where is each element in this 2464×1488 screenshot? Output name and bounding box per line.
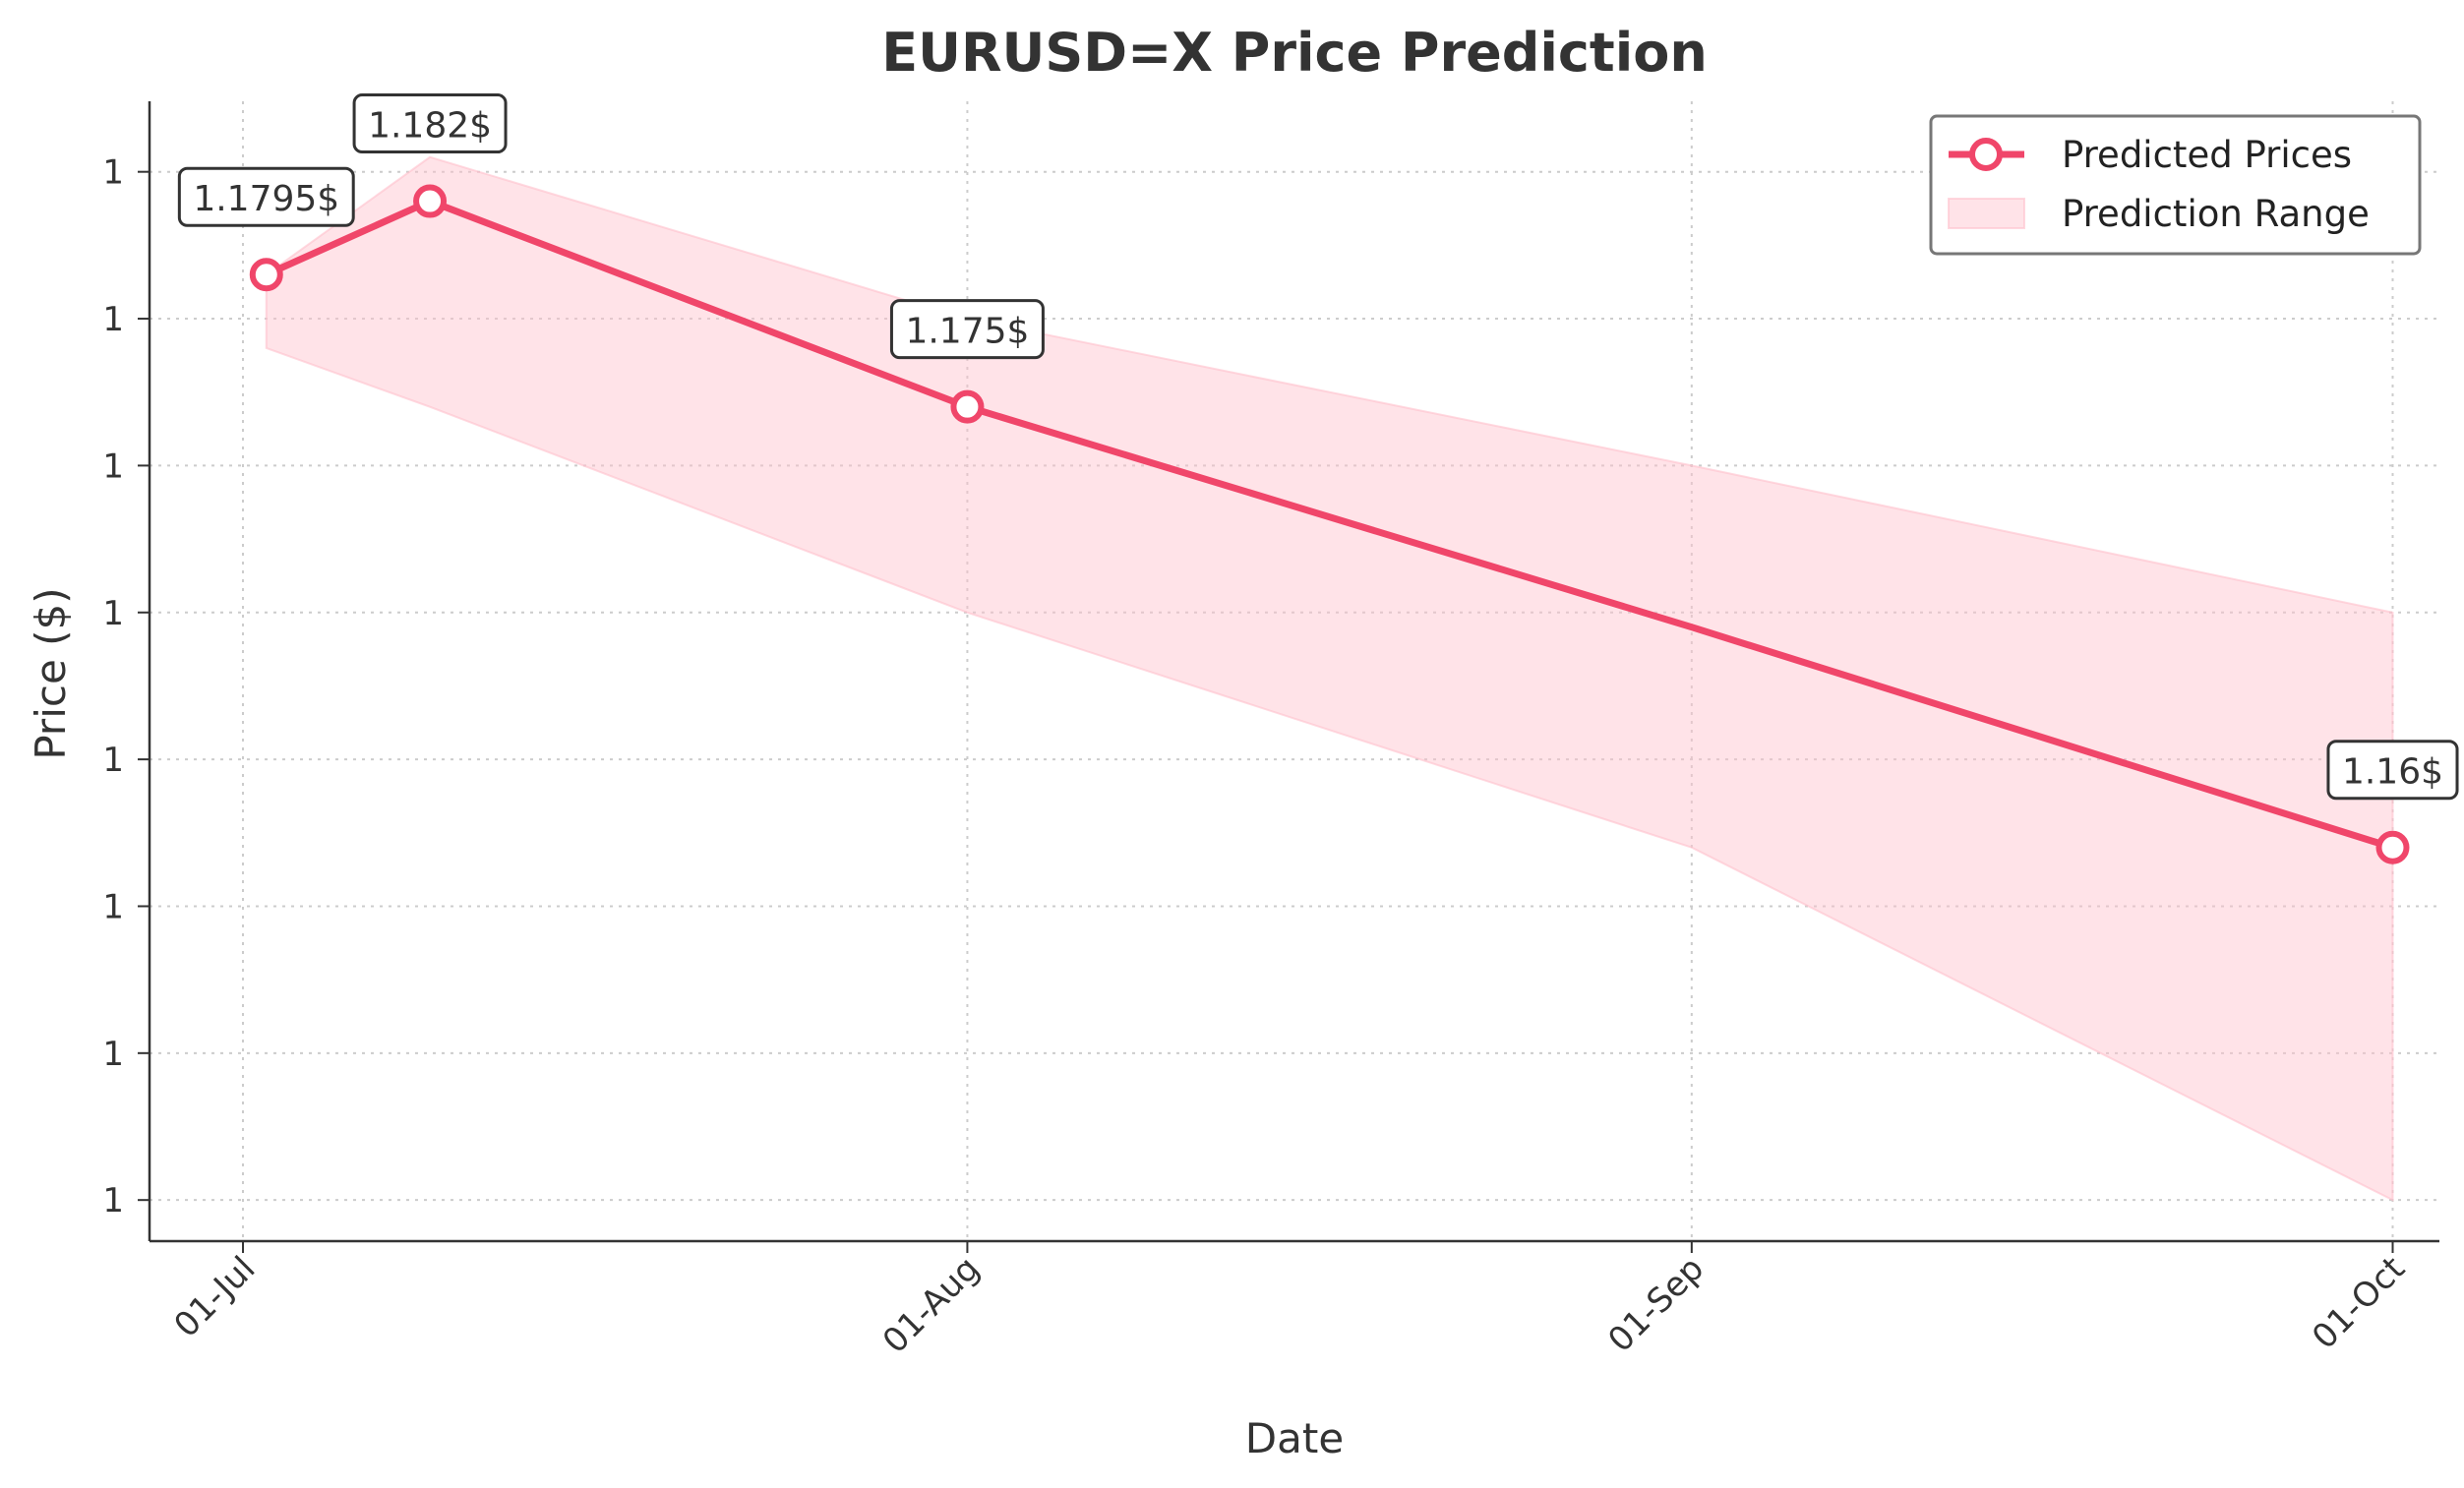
x-tick-label: 01-Sep [1600,1249,1712,1360]
y-tick-label: 1 [102,1035,124,1074]
x-tick-label: 01-Aug [875,1249,988,1361]
data-label-text: 1.1795$ [193,179,339,219]
predicted-price-point [413,184,448,218]
prediction-range-area [265,155,2394,1202]
y-tick-label: 1 [102,1181,124,1220]
data-label-text: 1.175$ [905,312,1029,352]
x-axis-label: Date [1245,1414,1344,1462]
legend-marker-swatch [1969,138,2003,171]
data-label: 1.16$ [2326,740,2459,801]
predicted-price-point [249,258,283,292]
y-axis-label: Price ($) [27,587,75,759]
data-label-text: 1.182$ [368,106,492,147]
y-tick-label: 1 [102,153,124,193]
data-label-box [889,299,1045,360]
predicted-price-point [2375,830,2410,864]
y-tick-label: 1 [102,741,124,780]
legend-label: Predicted Prices [2062,134,2352,176]
grid-lines [150,101,2439,1241]
legend-band-swatch [1948,198,2025,229]
data-label-box [352,93,508,154]
chart-title: EURUSD=X Price Prediction [881,22,1708,84]
x-tick-labels: 01-Jul 01-Aug 01-Sep 01-Oct [166,1249,2412,1361]
y-tick-label: 1 [102,300,124,339]
data-label: 1.175$ [889,299,1045,360]
y-tick-label: 1 [102,446,124,486]
y-tick-label: 1 [102,887,124,926]
legend: Predicted Prices Prediction Range [1929,114,2422,256]
y-tick-label: 1 [102,594,124,633]
data-label-box [2326,740,2459,801]
legend-box [1929,114,2422,256]
data-label-text: 1.16$ [2342,752,2443,793]
x-tick-label: 01-Oct [2305,1249,2413,1357]
data-label: 1.1795$ [177,166,355,227]
data-labels: 1.1795$ 1.182$ 1.175$ 1.16$ [177,93,2459,801]
legend-label: Prediction Range [2062,193,2370,235]
x-tick-label: 01-Jul [166,1249,263,1345]
axes [138,101,2439,1253]
data-label-box [177,166,355,227]
predicted-price-point [950,389,985,424]
data-label: 1.182$ [352,93,508,154]
y-tick-labels: 1 1 1 1 1 1 1 1 [102,153,124,1220]
prediction-range-band [265,155,2394,1202]
predicted-prices-series [249,184,2410,864]
